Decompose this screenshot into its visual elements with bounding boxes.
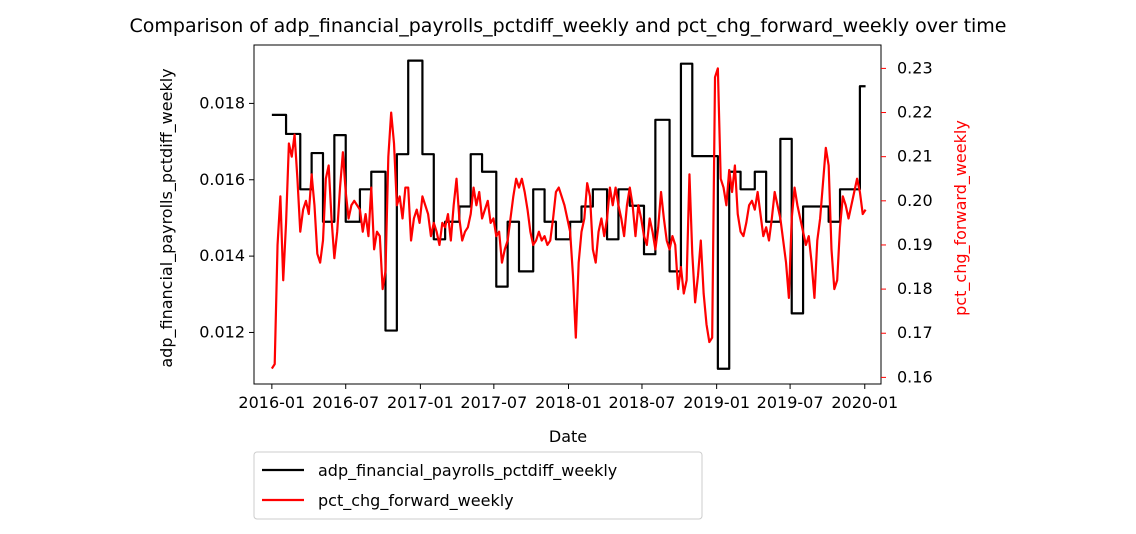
y-right-tick-label: 0.23 [897, 58, 933, 77]
legend-label-pct-chg: pct_chg_forward_weekly [318, 491, 514, 511]
x-tick-label: 2018-01 [535, 393, 602, 412]
x-tick-label: 2019-01 [683, 393, 750, 412]
plot-area [253, 44, 882, 385]
legend-label-adp: adp_financial_payrolls_pctdiff_weekly [318, 461, 617, 481]
plot-frame [253, 44, 882, 385]
x-tick-label: 2017-07 [460, 393, 527, 412]
x-tick-label: 2017-01 [387, 393, 454, 412]
y-left-tick-label: 0.014 [199, 246, 245, 265]
y-right-tick-label: 0.16 [897, 367, 933, 386]
x-axis: 2016-01 2016-07 2017-01 2017-07 2018-01 2018-… [238, 384, 898, 412]
x-tick-label: 2018-07 [609, 393, 676, 412]
x-tick-label: 2016-07 [312, 393, 379, 412]
y-right-tick-label: 0.21 [897, 147, 933, 166]
y-left-tick-label: 0.016 [199, 170, 245, 189]
y-axis-right: 0.16 0.17 0.18 0.19 0.20 0.21 0.22 0.23 [881, 58, 933, 386]
y-axis-left: 0.012 0.014 0.016 0.018 [199, 93, 254, 341]
series-line-1 [270, 67, 867, 370]
chart-title: Comparison of adp_financial_payrolls_pct… [129, 15, 1006, 37]
y-axis-right-label: pct_chg_forward_weekly [951, 120, 971, 316]
x-tick-label: 2019-07 [757, 393, 824, 412]
y-left-tick-label: 0.012 [199, 322, 245, 341]
y-right-tick-label: 0.19 [897, 235, 933, 254]
legend: adp_financial_payrolls_pctdiff_weekly pc… [253, 451, 703, 520]
y-right-tick-label: 0.18 [897, 279, 933, 298]
legend-frame [253, 451, 703, 520]
y-right-tick-label: 0.22 [897, 103, 933, 122]
y-right-tick-label: 0.17 [897, 323, 933, 342]
x-axis-label: Date [549, 427, 587, 446]
y-left-tick-label: 0.018 [199, 93, 245, 112]
y-axis-left-label: adp_financial_payrolls_pctdiff_weekly [157, 68, 177, 367]
y-right-tick-label: 0.20 [897, 191, 933, 210]
x-tick-label: 2020-01 [831, 393, 898, 412]
x-tick-label: 2016-01 [238, 393, 305, 412]
